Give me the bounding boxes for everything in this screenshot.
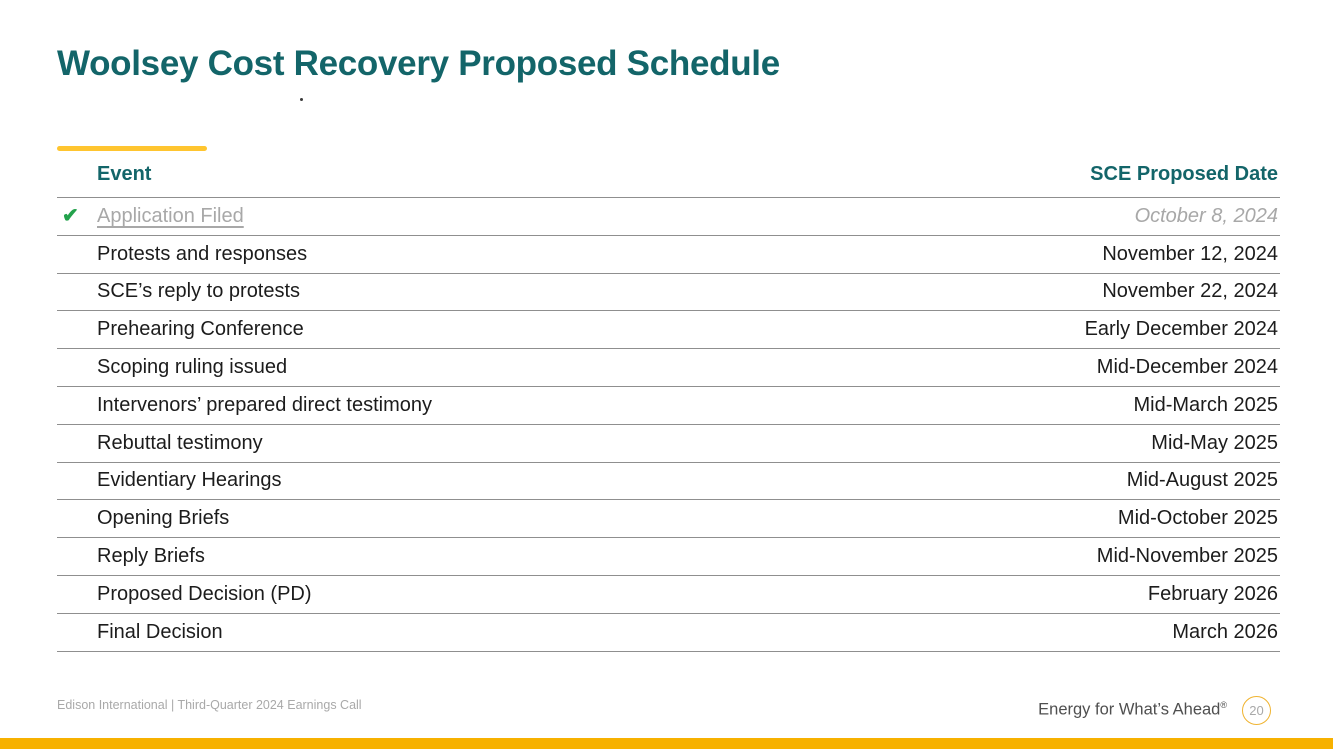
- event-cell: Rebuttal testimony: [97, 431, 263, 454]
- event-cell: SCE’s reply to protests: [97, 280, 301, 303]
- date-cell: November 12, 2024: [1102, 242, 1278, 265]
- date-cell: October 8, 2024: [1134, 204, 1278, 227]
- registered-mark: ®: [1220, 700, 1227, 711]
- checkmark-icon: ✔: [62, 205, 79, 228]
- table-row: Rebuttal testimony Mid-May 2025: [57, 425, 1280, 463]
- column-header-event: Event: [97, 163, 152, 185]
- event-cell: Prehearing Conference: [97, 318, 304, 341]
- date-cell: Early December 2024: [1084, 318, 1278, 341]
- table-row: Final Decision March 2026: [57, 614, 1280, 652]
- date-cell: Mid-March 2025: [1133, 393, 1278, 416]
- brand-tagline: Energy for What’s Ahead®: [1038, 700, 1227, 720]
- accent-underline: [57, 146, 207, 151]
- event-cell-link[interactable]: Application Filed: [97, 204, 244, 227]
- page-number-badge: 20: [1242, 695, 1271, 725]
- event-cell: Proposed Decision (PD): [97, 582, 312, 605]
- schedule-table: Event SCE Proposed Date ✔ Application Fi…: [57, 163, 1280, 652]
- date-cell: November 22, 2024: [1102, 280, 1278, 303]
- brand-tagline-text: Energy for What’s Ahead: [1038, 700, 1221, 719]
- date-cell: Mid-December 2024: [1096, 356, 1278, 379]
- table-row: Intervenors’ prepared direct testimony M…: [57, 387, 1280, 425]
- table-row: Opening Briefs Mid-October 2025: [57, 500, 1280, 539]
- event-cell: Final Decision: [97, 620, 223, 643]
- date-cell: March 2026: [1172, 620, 1278, 643]
- column-header-date: SCE Proposed Date: [1090, 163, 1278, 185]
- table-row: Reply Briefs Mid-November 2025: [57, 538, 1280, 576]
- event-cell: Opening Briefs: [97, 507, 230, 530]
- table-row: Evidentiary Hearings Mid-August 2025: [57, 463, 1280, 501]
- table-row: ✔ Application Filed October 8, 2024: [57, 198, 1280, 236]
- date-cell: Mid-October 2025: [1117, 507, 1278, 530]
- page-number: 20: [1249, 702, 1264, 718]
- event-cell: Intervenors’ prepared direct testimony: [97, 393, 432, 416]
- table-row: Prehearing Conference Early December 202…: [57, 311, 1280, 350]
- event-cell: Scoping ruling issued: [97, 356, 288, 379]
- page-title: Woolsey Cost Recovery Proposed Schedule: [57, 44, 780, 83]
- date-cell: Mid-November 2025: [1096, 545, 1278, 568]
- date-cell: February 2026: [1147, 582, 1278, 605]
- stray-dot: [300, 98, 303, 101]
- table-header-row: Event SCE Proposed Date: [57, 163, 1280, 198]
- event-cell: Protests and responses: [97, 242, 308, 265]
- date-cell: Mid-May 2025: [1151, 431, 1278, 454]
- bottom-gold-bar: [0, 738, 1333, 749]
- table-row: Scoping ruling issued Mid-December 2024: [57, 349, 1280, 387]
- footer-deck-label: Edison International | Third-Quarter 202…: [57, 698, 362, 712]
- footer-brand-group: Energy for What’s Ahead® 20: [1038, 694, 1271, 726]
- table-row: SCE’s reply to protests November 22, 202…: [57, 274, 1280, 312]
- table-row: Proposed Decision (PD) February 2026: [57, 576, 1280, 614]
- date-cell: Mid-August 2025: [1126, 469, 1278, 492]
- event-cell: Evidentiary Hearings: [97, 469, 282, 492]
- event-cell: Reply Briefs: [97, 545, 205, 568]
- table-row: Protests and responses November 12, 2024: [57, 236, 1280, 274]
